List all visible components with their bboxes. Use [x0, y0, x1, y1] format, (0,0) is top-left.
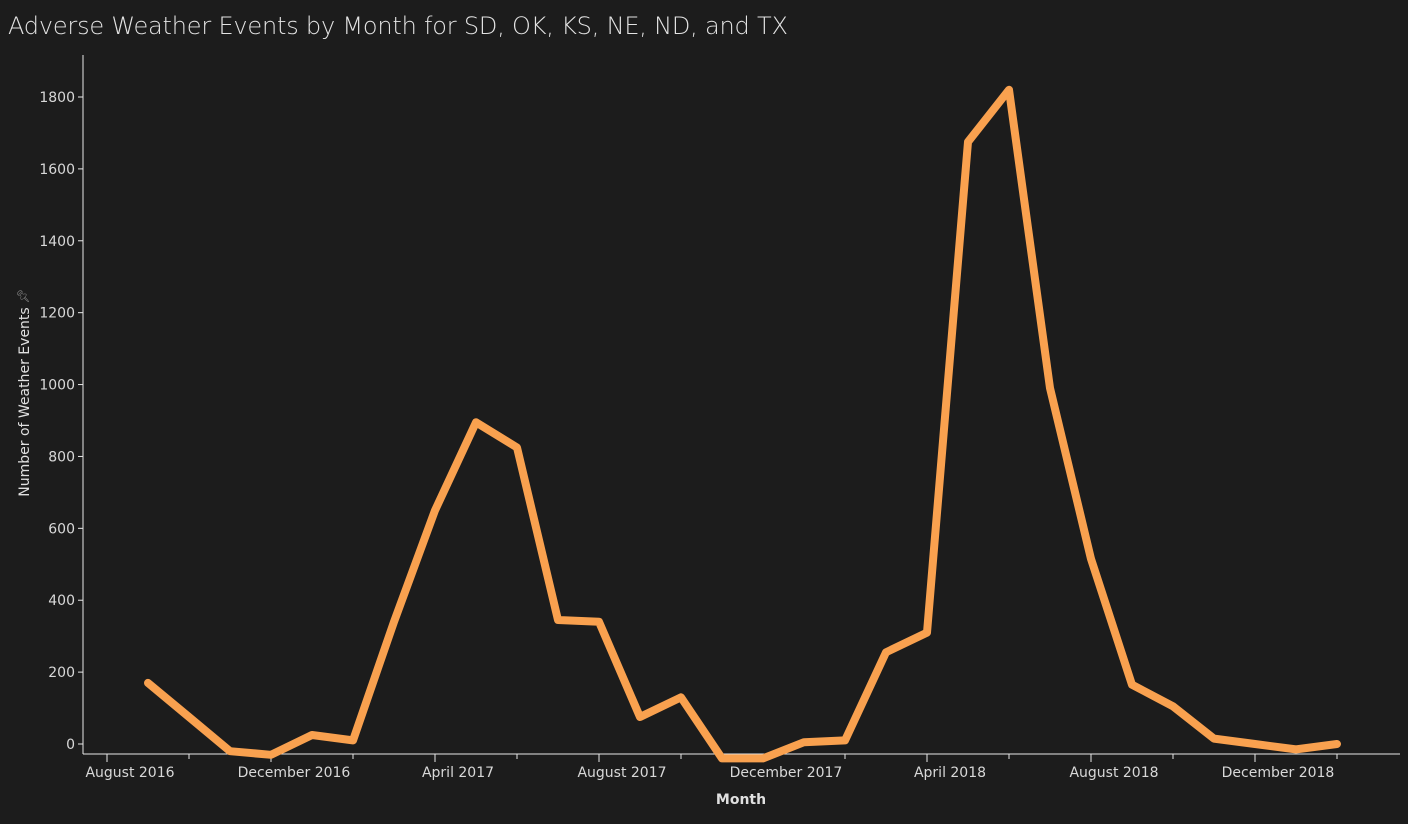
data-point[interactable]	[554, 616, 562, 624]
data-point[interactable]	[759, 754, 767, 762]
data-point[interactable]	[1087, 555, 1095, 563]
data-point[interactable]	[308, 731, 316, 739]
series-line	[144, 85, 1341, 763]
data-point[interactable]	[472, 418, 480, 426]
data-point[interactable]	[185, 713, 193, 721]
data-point[interactable]	[1292, 745, 1300, 753]
data-point[interactable]	[1251, 740, 1259, 748]
data-point[interactable]	[144, 679, 152, 687]
x-tick-label: August 2018	[1069, 765, 1158, 781]
data-point[interactable]	[718, 754, 726, 762]
data-point[interactable]	[513, 443, 521, 451]
data-point[interactable]	[349, 736, 357, 744]
y-tick-label: 400	[48, 593, 75, 609]
y-tick-label: 1600	[39, 162, 75, 178]
data-point[interactable]	[1005, 86, 1013, 94]
data-point[interactable]	[431, 506, 439, 514]
y-axis-ticks: 0 200 400 600 800 1000 1200 1400 1600 1800	[39, 90, 83, 753]
y-tick-label: 1000	[39, 378, 75, 394]
data-point[interactable]	[1333, 740, 1341, 748]
x-tick-label: December 2017	[730, 765, 843, 781]
data-point[interactable]	[1210, 735, 1218, 743]
data-point[interactable]	[800, 738, 808, 746]
data-point[interactable]	[882, 648, 890, 656]
data-point[interactable]	[841, 736, 849, 744]
x-tick-label: December 2018	[1222, 765, 1335, 781]
x-tick-label: December 2016	[238, 765, 351, 781]
x-tick-label: April 2018	[914, 765, 986, 781]
data-point[interactable]	[390, 618, 398, 626]
x-tick-label: April 2017	[422, 765, 494, 781]
x-axis-ticks: August 2016 December 2016 April 2017 August…	[85, 754, 1338, 781]
x-axis-title: Month	[716, 792, 766, 808]
data-point[interactable]	[226, 747, 234, 755]
axes	[82, 55, 1400, 755]
y-tick-label: 1800	[39, 90, 75, 106]
pin-icon[interactable]: 📌︎	[16, 288, 30, 303]
y-tick-label: 1400	[39, 234, 75, 250]
data-point[interactable]	[1169, 702, 1177, 710]
data-point[interactable]	[595, 618, 603, 626]
y-tick-label: 800	[48, 449, 75, 465]
data-point[interactable]	[267, 751, 275, 759]
x-tick-label: August 2017	[577, 765, 666, 781]
data-point[interactable]	[1046, 384, 1054, 392]
y-tick-label: 200	[48, 665, 75, 681]
y-tick-label: 0	[66, 737, 75, 753]
data-point[interactable]	[964, 138, 972, 146]
data-point[interactable]	[1128, 681, 1136, 689]
y-axis-title: Number of Weather Events	[17, 307, 33, 496]
data-point[interactable]	[923, 629, 931, 637]
data-points	[144, 86, 1341, 763]
data-point[interactable]	[677, 693, 685, 701]
chart-title: Adverse Weather Events by Month for SD, …	[8, 12, 788, 40]
y-tick-label: 600	[48, 521, 75, 537]
x-tick-label: August 2016	[85, 765, 174, 781]
data-point[interactable]	[636, 713, 644, 721]
y-tick-label: 1200	[39, 306, 75, 322]
